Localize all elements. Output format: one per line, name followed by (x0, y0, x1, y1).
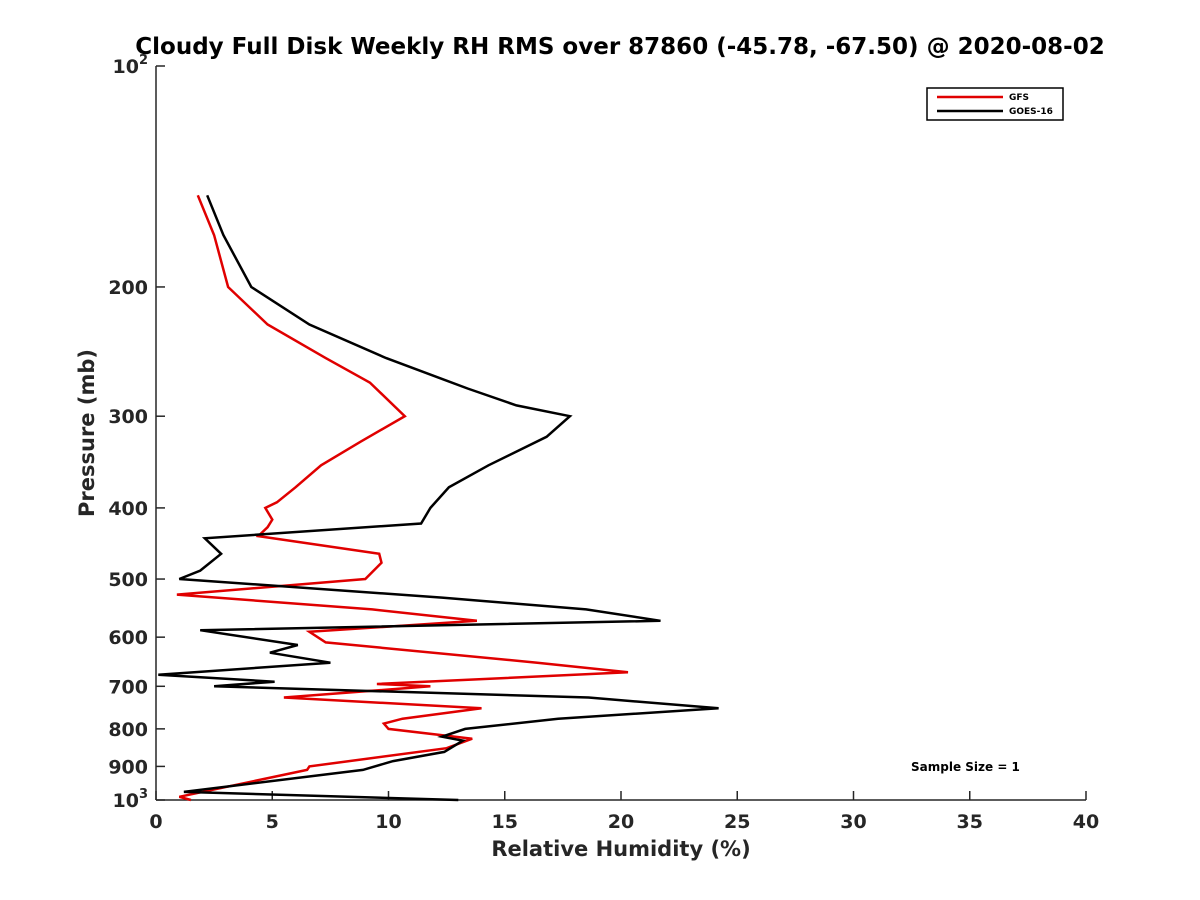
chart-title: Cloudy Full Disk Weekly RH RMS over 8786… (135, 34, 1104, 60)
x-tick-label: 10 (375, 811, 401, 833)
legend-label-goes16: GOES-16 (1009, 107, 1053, 117)
y-ticks: 102 200 300 400 500 600 700 800 900 103 (108, 53, 165, 812)
series-line-gfs (176, 194, 629, 802)
legend: GFS GOES-16 (926, 87, 1064, 121)
y-tick-label: 500 (108, 569, 148, 591)
x-tick-label: 5 (266, 811, 279, 833)
y-tick-label: 102 (113, 53, 149, 78)
x-axis-label: Relative Humidity (%) (491, 837, 750, 861)
y-tick-label: 400 (108, 498, 148, 520)
y-tick-label: 900 (108, 756, 148, 778)
series-group (158, 194, 719, 802)
y-tick-label: 300 (108, 406, 148, 428)
series-line-goes16 (158, 194, 719, 802)
x-tick-label: 15 (492, 811, 518, 833)
x-tick-label: 30 (840, 811, 866, 833)
y-axis-label: Pressure (mb) (75, 349, 99, 517)
x-tick-label: 25 (724, 811, 750, 833)
legend-label-gfs: GFS (1009, 93, 1029, 103)
x-tick-label: 40 (1073, 811, 1099, 833)
y-tick-label: 600 (108, 627, 148, 649)
legend-box (926, 87, 1064, 121)
x-tick-label: 35 (957, 811, 983, 833)
sample-size-annotation: Sample Size = 1 (911, 760, 1020, 774)
y-tick-label: 200 (108, 277, 148, 299)
y-tick-label: 800 (108, 719, 148, 741)
y-tick-label: 103 (113, 787, 149, 812)
x-tick-label: 0 (149, 811, 162, 833)
y-tick-label: 700 (108, 676, 148, 698)
x-tick-label: 20 (608, 811, 634, 833)
x-ticks: 0 5 10 15 20 25 30 35 40 (149, 791, 1099, 833)
